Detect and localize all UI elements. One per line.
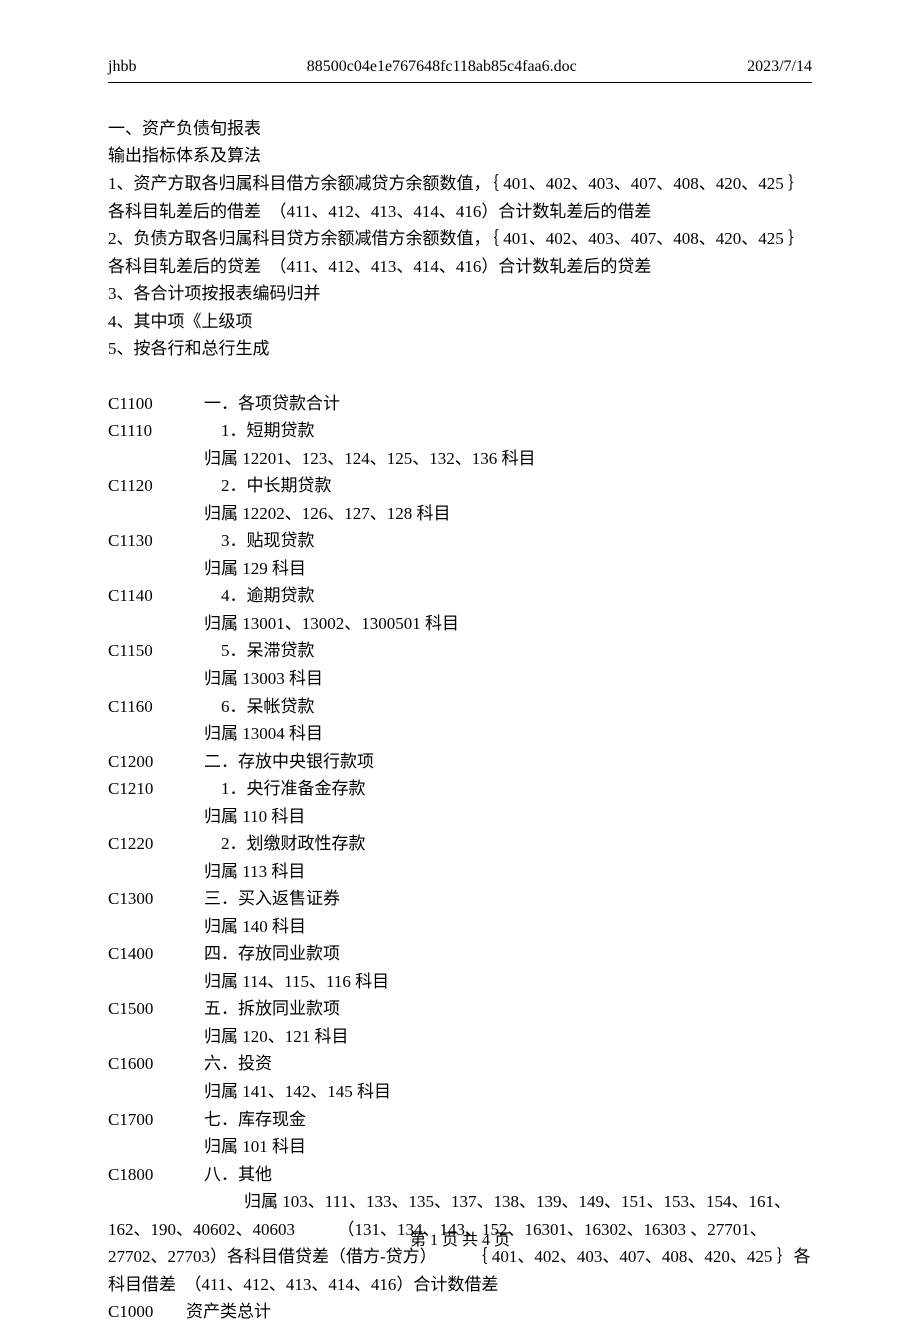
item-sub: 归属 13001、13002、1300501 科目 — [108, 610, 812, 638]
header-left: jhbb — [108, 54, 136, 80]
item-desc: 6．呆帐贷款 — [204, 693, 812, 721]
item-sub: 归属 101 科目 — [108, 1133, 812, 1161]
total-row: C1000 资产类总计 — [108, 1298, 812, 1326]
item-row: C1120 2．中长期贷款 — [108, 472, 812, 500]
item-code: C1600 — [108, 1050, 204, 1078]
item-sub: 归属 129 科目 — [108, 555, 812, 583]
item-row: C1800八．其他 — [108, 1161, 812, 1189]
item-code: C1300 — [108, 885, 204, 913]
item-row: C1700七．库存现金 — [108, 1106, 812, 1134]
item-row: C1500五．拆放同业款项 — [108, 995, 812, 1023]
item-desc: 五．拆放同业款项 — [204, 995, 812, 1023]
item-desc: 三．买入返售证券 — [204, 885, 812, 913]
item-row: C1110 1．短期贷款 — [108, 417, 812, 445]
item-code: C1400 — [108, 940, 204, 968]
total-code: C1000 — [108, 1298, 186, 1326]
item-sub: 归属 12202、126、127、128 科目 — [108, 500, 812, 528]
item-desc: 2．划缴财政性存款 — [204, 830, 812, 858]
item-desc: 1．短期贷款 — [204, 417, 812, 445]
item-sub: 归属 13003 科目 — [108, 665, 812, 693]
item-desc: 1．央行准备金存款 — [204, 775, 812, 803]
item-desc: 七．库存现金 — [204, 1106, 812, 1134]
item-desc: 一．各项贷款合计 — [204, 390, 812, 418]
item-desc: 二．存放中央银行款项 — [204, 748, 812, 776]
rule-line: 1、资产方取各归属科目借方余额减贷方余额数值，｛ 401、402、403、407… — [108, 170, 812, 225]
item-code: C1210 — [108, 775, 204, 803]
item-sub: 归属 140 科目 — [108, 913, 812, 941]
item-code: C1160 — [108, 693, 204, 721]
section-subtitle: 输出指标体系及算法 — [108, 142, 812, 170]
item-sub: 归属 110 科目 — [108, 803, 812, 831]
item-code: C1800 — [108, 1161, 204, 1189]
item-desc: 六．投资 — [204, 1050, 812, 1078]
item-desc: 3．贴现贷款 — [204, 527, 812, 555]
item-row: C1160 6．呆帐贷款 — [108, 693, 812, 721]
page-header: jhbb 88500c04e1e767648fc118ab85c4faa6.do… — [108, 54, 812, 83]
item-row: C1130 3．贴现贷款 — [108, 527, 812, 555]
item-row: C1100一．各项贷款合计 — [108, 390, 812, 418]
item-sub: 归属 13004 科目 — [108, 720, 812, 748]
item-code: C1200 — [108, 748, 204, 776]
item-row: C1400四．存放同业款项 — [108, 940, 812, 968]
item-desc: 4．逾期贷款 — [204, 582, 812, 610]
item-code: C1120 — [108, 472, 204, 500]
item-desc: 八．其他 — [204, 1161, 812, 1189]
item-code: C1700 — [108, 1106, 204, 1134]
header-filename: 88500c04e1e767648fc118ab85c4faa6.doc — [136, 54, 747, 80]
item-row: C1220 2．划缴财政性存款 — [108, 830, 812, 858]
item-row: C1210 1．央行准备金存款 — [108, 775, 812, 803]
header-date: 2023/7/14 — [747, 54, 812, 80]
document-body: 一、资产负债旬报表 输出指标体系及算法 1、资产方取各归属科目借方余额减贷方余额… — [108, 115, 812, 1326]
item-sub: 归属 114、115、116 科目 — [108, 968, 812, 996]
item-row: C1600六．投资 — [108, 1050, 812, 1078]
item-code: C1140 — [108, 582, 204, 610]
rule-line: 3、各合计项按报表编码归并 — [108, 280, 812, 308]
item-code: C1220 — [108, 830, 204, 858]
item-desc: 5．呆滞贷款 — [204, 637, 812, 665]
item-code: C1110 — [108, 417, 204, 445]
item-code: C1150 — [108, 637, 204, 665]
rule-line: 4、其中项《上级项 — [108, 308, 812, 336]
item-desc: 四．存放同业款项 — [204, 940, 812, 968]
item-sub: 归属 12201、123、124、125、132、136 科目 — [108, 445, 812, 473]
item-row: C1150 5．呆滞贷款 — [108, 637, 812, 665]
item-row: C1200二．存放中央银行款项 — [108, 748, 812, 776]
page-footer: 第 1 页 共 4 页 — [0, 1228, 920, 1254]
item-code: C1130 — [108, 527, 204, 555]
item-sub: 归属 113 科目 — [108, 858, 812, 886]
item-code: C1500 — [108, 995, 204, 1023]
item-sub: 归属 120、121 科目 — [108, 1023, 812, 1051]
section-title: 一、资产负债旬报表 — [108, 115, 812, 143]
item-desc: 2．中长期贷款 — [204, 472, 812, 500]
rule-line: 2、负债方取各归属科目贷方余额减借方余额数值，｛ 401、402、403、407… — [108, 225, 812, 280]
rule-line: 5、按各行和总行生成 — [108, 335, 812, 363]
item-sub: 归属 141、142、145 科目 — [108, 1078, 812, 1106]
item-row: C1300三．买入返售证券 — [108, 885, 812, 913]
item-row: C1140 4．逾期贷款 — [108, 582, 812, 610]
total-desc: 资产类总计 — [186, 1298, 812, 1326]
item-code: C1100 — [108, 390, 204, 418]
